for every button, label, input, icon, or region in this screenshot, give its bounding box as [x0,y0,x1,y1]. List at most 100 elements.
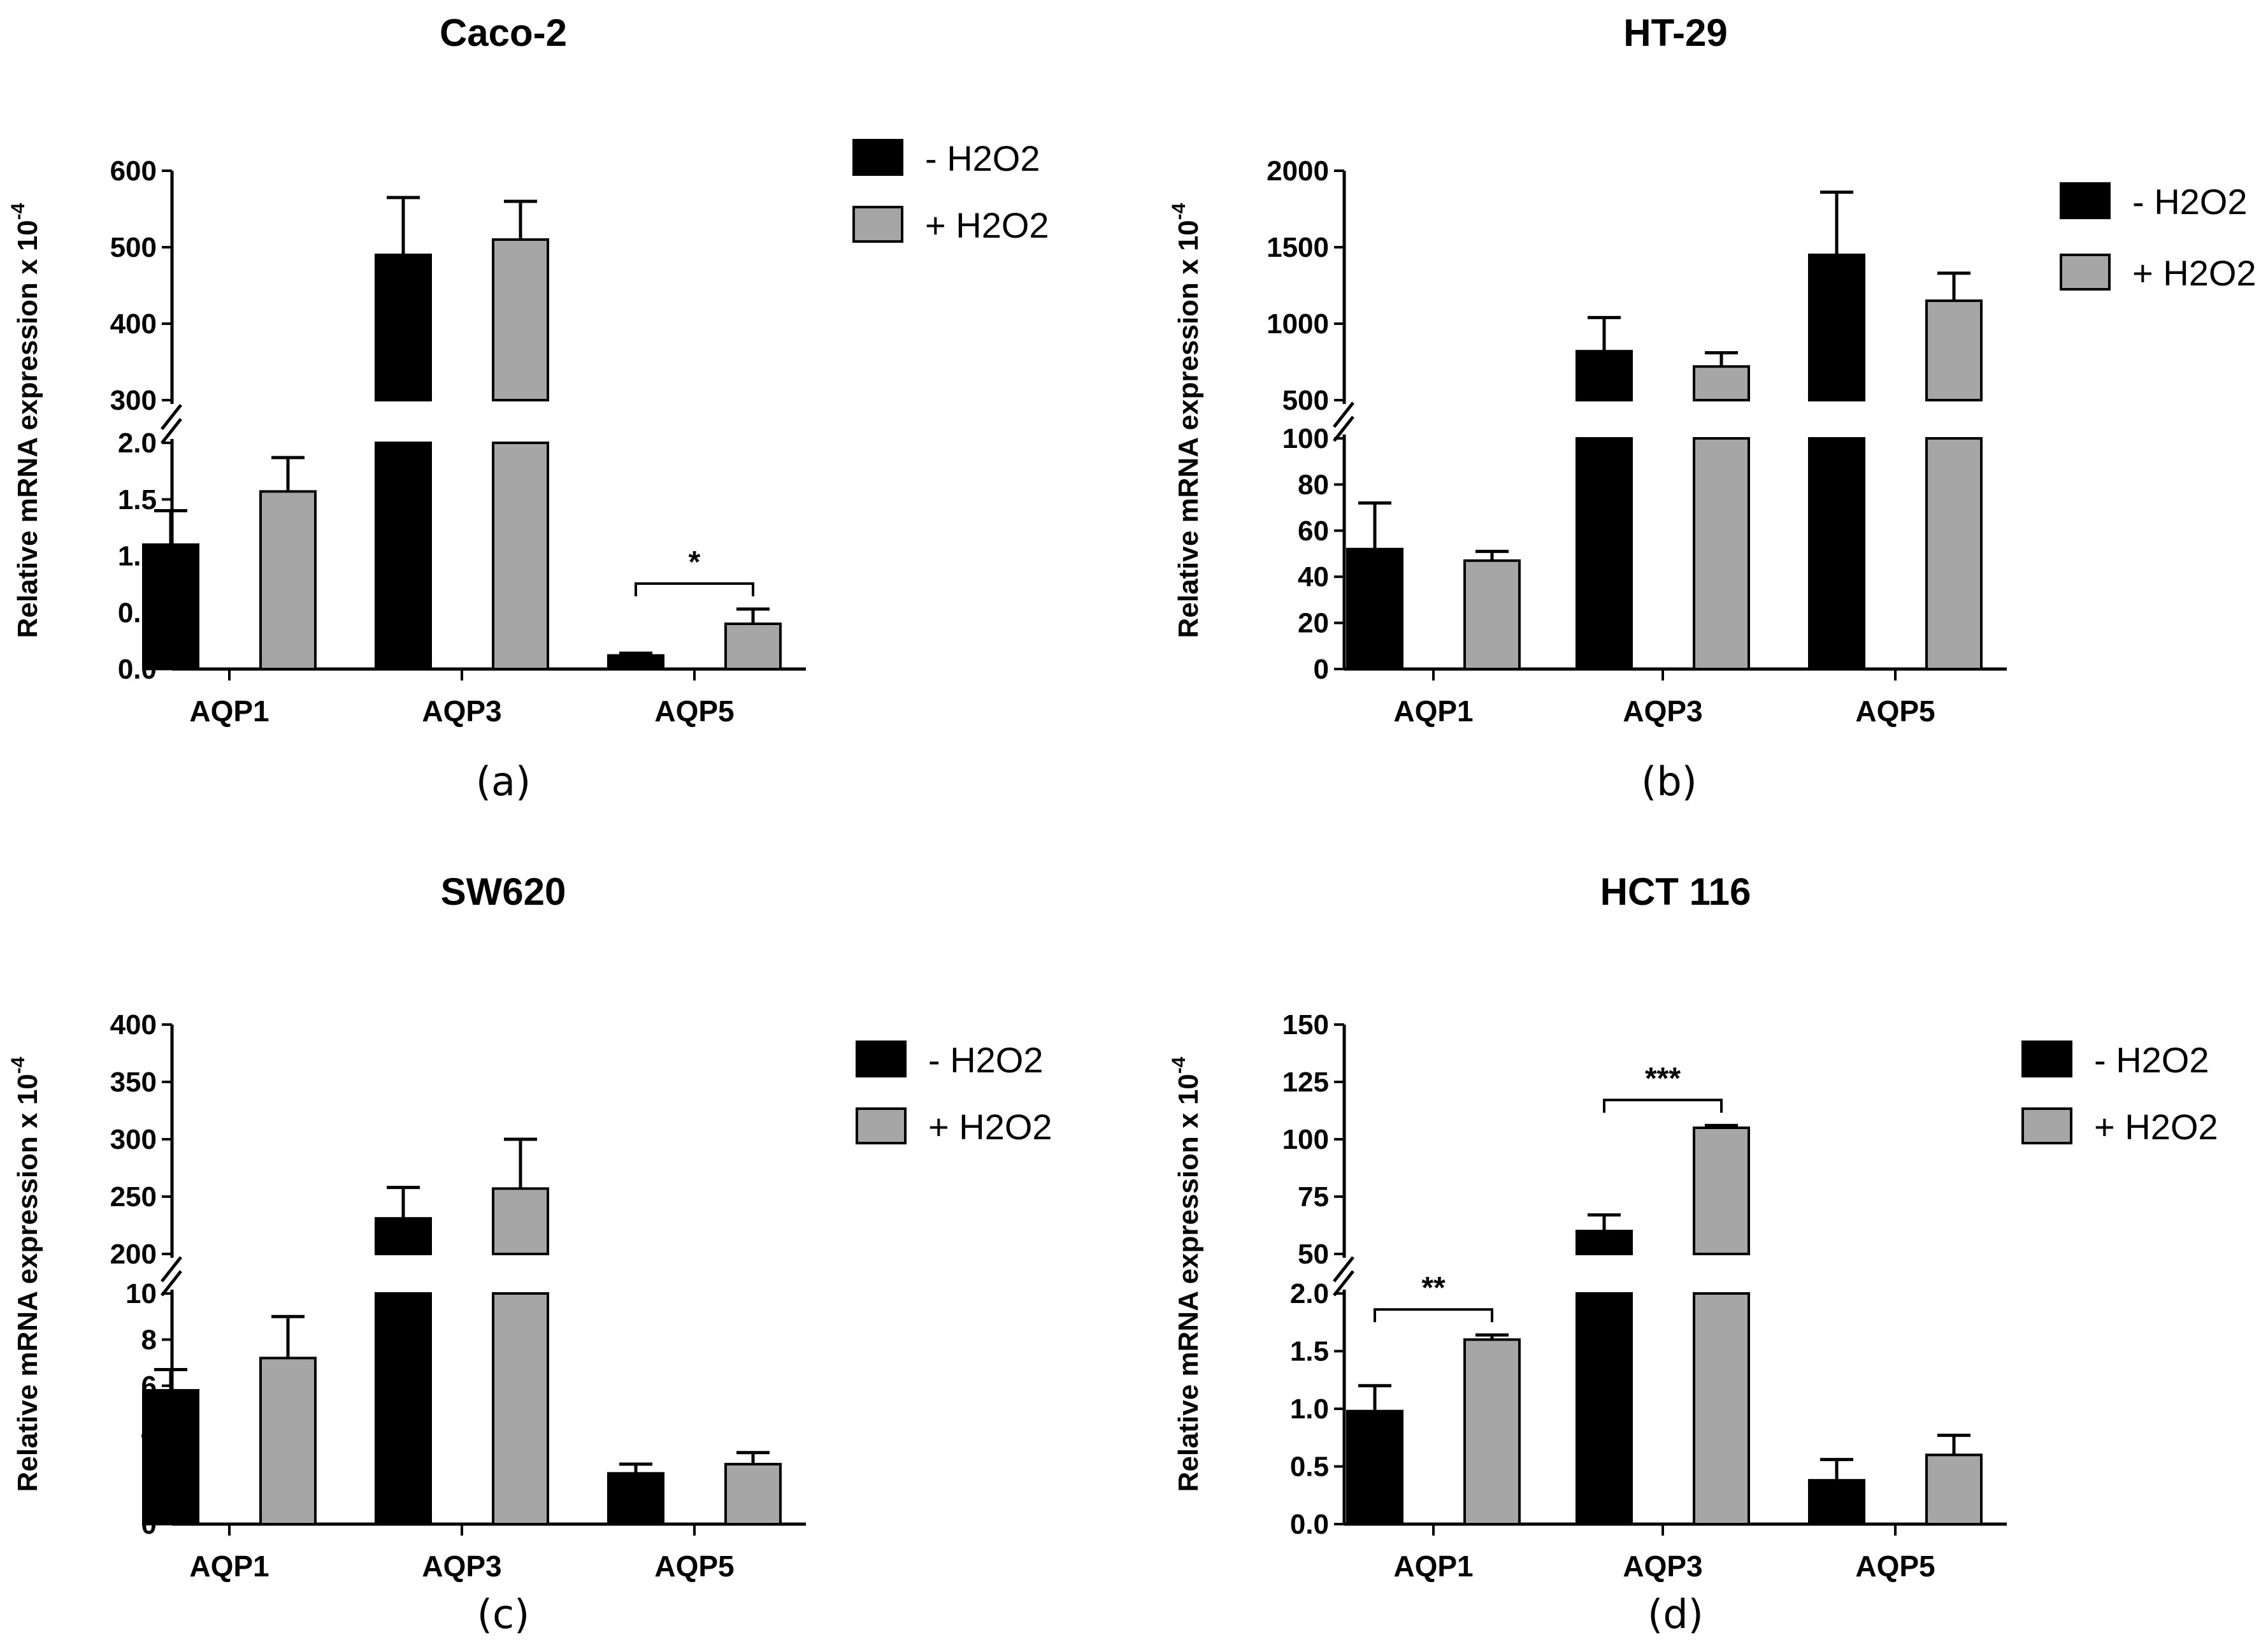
significance-bracket [1374,1308,1493,1323]
y-axis-label: Relative mRNA expression x 10-4 [8,1056,43,1492]
y-tick-label: 75 [1298,1181,1329,1213]
bar-pos [1463,1338,1521,1525]
y-axis-label-exponent: -4 [1168,1056,1189,1074]
y-tick-label: 1.5 [1290,1336,1329,1367]
y-axis-label: Relative mRNA expression x 10-4 [1168,203,1204,638]
bar-pos [492,238,549,401]
legend-label: - H2O2 [2094,1040,2209,1080]
legend-label: + H2O2 [925,205,1049,245]
y-tick-label: 8 [141,1324,157,1355]
legend-swatch-pos [852,206,903,243]
y-tick-label: 600 [110,155,157,187]
y-tick-label: 0.0 [1290,1509,1329,1540]
y-axis-label: Relative mRNA expression x 10-4 [8,203,43,638]
x-category-label: AQP3 [422,1550,501,1583]
bar-neg [1575,1230,1633,1255]
y-tick-label: 10 [126,1278,157,1309]
axis-break-mark [1333,1256,1354,1283]
bar-pos [1925,1453,1983,1525]
bar-neg [1808,1479,1865,1525]
y-tick-label: 1000 [1267,308,1329,340]
x-category-label: AQP1 [189,695,269,728]
bar-pos [1693,1127,1750,1255]
y-tick-label: 40 [1298,561,1329,593]
y-tick-label: 400 [110,1009,157,1041]
bar-pos [724,1462,782,1525]
legend-swatch-neg [2021,1041,2072,1077]
bar-neg-lower [1575,437,1633,670]
x-category-label: AQP3 [1623,1550,1702,1583]
legend-label: + H2O2 [928,1107,1052,1147]
bar-neg [1808,254,1865,401]
bar-pos [492,1187,549,1256]
legend-swatch-pos [2021,1107,2072,1144]
bar-neg [142,1389,199,1526]
legend-label: - H2O2 [2132,182,2248,222]
y-axis-label-text: Relative mRNA expression x 10 [12,220,43,638]
bar-pos [1693,365,1750,402]
significance-bracket [635,582,754,596]
bar-neg [607,654,664,670]
bar-pos [724,623,782,670]
axis-break-mark [1333,401,1354,428]
panel-label: (d) [1647,1591,1704,1638]
bar-neg-lower [375,442,432,670]
y-tick-label: 125 [1282,1067,1329,1098]
bar-pos-lower [1925,437,1983,670]
bar-neg-lower [1808,437,1865,670]
x-category-label: AQP1 [1393,695,1473,728]
y-tick-label: 400 [110,308,157,340]
legend-label: - H2O2 [928,1040,1044,1080]
y-tick-label: 300 [110,385,157,416]
significance-label: *** [1645,1062,1681,1095]
legend-swatch-neg [852,139,903,176]
y-tick-label: 100 [1282,423,1329,454]
y-axis-label-exponent: -4 [8,203,29,220]
y-axis-label-text: Relative mRNA expression x 10 [1173,220,1204,638]
legend-label: + H2O2 [2132,253,2257,293]
bar-neg [142,543,199,670]
significance-label: ** [1421,1271,1446,1305]
axis-break-mark [161,1270,182,1297]
axis-break-mark [161,417,182,445]
bar-pos [259,1357,317,1526]
bar-pos [259,490,317,670]
y-tick-label: 50 [1298,1239,1329,1270]
panel-label: (b) [1641,758,1697,805]
chart-panel-2: HT-29 (b) Relative mRNA expression x 10-4 0… [1168,11,2257,805]
legend-swatch-pos [856,1107,907,1144]
bar-neg-lower [375,1292,432,1525]
bar-pos [1925,299,1983,401]
x-category-label: AQP5 [1855,1550,1935,1583]
y-tick-label: 60 [1298,515,1329,547]
axis-break-mark [161,1256,182,1283]
y-axis-label-exponent: -4 [1168,203,1189,220]
y-axis-label-exponent: -4 [8,1056,29,1074]
legend-label: + H2O2 [2094,1107,2218,1147]
y-tick-label: 2.0 [118,428,157,459]
bar-neg-lower [1575,1292,1633,1525]
bar-pos-lower [492,442,549,670]
x-category-label: AQP3 [1623,695,1702,728]
x-category-label: AQP3 [422,695,501,728]
y-tick-label: 1.5 [118,484,157,515]
legend-label: - H2O2 [925,138,1040,178]
axis-break-mark [161,403,182,431]
y-tick-label: 200 [110,1239,157,1270]
y-tick-label: 1500 [1267,232,1329,263]
axis-break-mark [1333,1270,1354,1297]
bar-pos-lower [1693,1292,1750,1525]
y-axis-label-text: Relative mRNA expression x 10 [12,1074,43,1492]
y-axis-label-text: Relative mRNA expression x 10 [1173,1074,1204,1492]
y-tick-label: 350 [110,1067,157,1098]
bar-pos [1463,559,1521,670]
x-category-label: AQP5 [654,695,734,728]
bar-neg [1346,1409,1403,1526]
chart-title: SW620 [441,870,566,913]
x-category-label: AQP1 [1393,1550,1473,1583]
chart-title: HT-29 [1623,11,1727,54]
y-tick-label: 100 [1282,1124,1329,1155]
y-tick-label: 20 [1298,608,1329,639]
bar-neg [1575,350,1633,402]
